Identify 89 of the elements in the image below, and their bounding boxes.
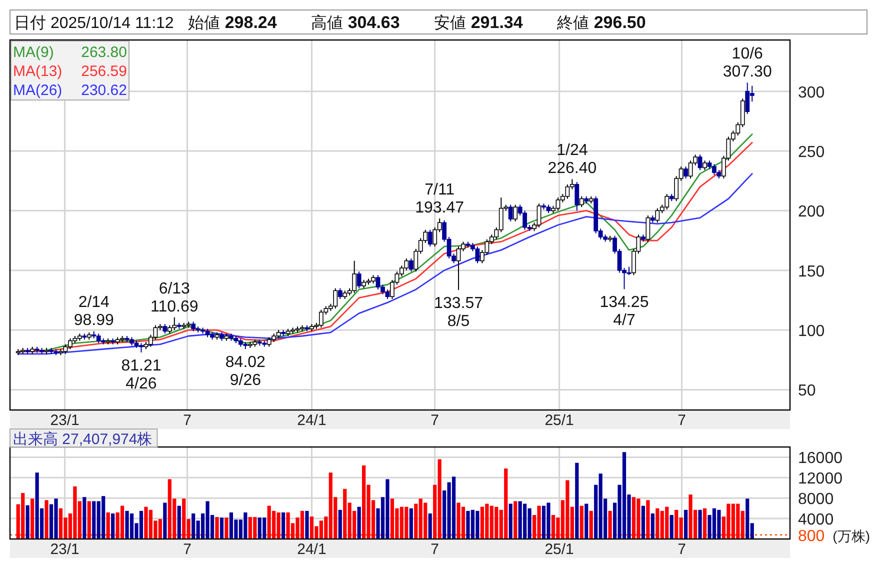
ref-line-label: 800 bbox=[798, 528, 825, 545]
annotation: 133.57 8/5 bbox=[434, 294, 484, 330]
annotation: 10/6 307.30 bbox=[722, 46, 772, 81]
text: 安値 291.34 bbox=[434, 13, 524, 32]
candlestick bbox=[574, 182, 580, 212]
bar bbox=[670, 514, 674, 539]
bar bbox=[575, 462, 579, 539]
x-tick-label: 7 bbox=[678, 412, 686, 429]
chart-title: 日付 2025/10/14 11:12 bbox=[14, 15, 174, 32]
y-tick-label: 150 bbox=[798, 263, 825, 280]
candlestick bbox=[698, 154, 702, 171]
bar bbox=[650, 513, 654, 539]
y-tick-label: 50 bbox=[798, 382, 816, 400]
y-tick-label: 4000 bbox=[798, 512, 834, 529]
candlestick bbox=[162, 324, 168, 334]
candlestick bbox=[356, 271, 362, 289]
y-axis-title: (万株) bbox=[832, 528, 870, 544]
bar bbox=[580, 506, 584, 539]
bar bbox=[111, 513, 115, 539]
bar bbox=[357, 506, 361, 539]
x-tick-label: 24/1 bbox=[297, 412, 326, 429]
candlestick bbox=[684, 166, 688, 179]
bar bbox=[106, 512, 110, 539]
bar bbox=[305, 510, 309, 539]
y-tick-label: 8000 bbox=[798, 491, 834, 508]
x-tick-label: 23/1 bbox=[50, 541, 80, 558]
bar bbox=[177, 506, 181, 539]
bar bbox=[26, 505, 30, 539]
x-tick-label: 7 bbox=[183, 412, 192, 429]
line-series bbox=[17, 172, 753, 355]
candlestick bbox=[646, 214, 650, 242]
bar bbox=[684, 510, 688, 539]
text: MA(13) 256.59 bbox=[13, 63, 127, 80]
annotation: 6/13 110.69 bbox=[150, 280, 198, 316]
bar bbox=[229, 512, 234, 539]
y-tick-label: 100 bbox=[798, 323, 825, 340]
y-tick-label: 300 bbox=[798, 84, 825, 102]
annotation: 84.02 9/26 bbox=[225, 354, 266, 390]
bar bbox=[702, 508, 707, 539]
bar bbox=[82, 497, 86, 539]
bar bbox=[584, 504, 588, 539]
text: 終値 296.50 bbox=[556, 13, 646, 32]
candlestick bbox=[408, 258, 414, 272]
x-tick-label: 7 bbox=[678, 541, 686, 558]
x-tick-label: 7 bbox=[183, 541, 192, 558]
x-tick-label: 23/1 bbox=[50, 412, 80, 429]
text: 始値 298.24 bbox=[188, 13, 278, 32]
bar bbox=[646, 500, 650, 539]
x-tick-label: 25/1 bbox=[544, 541, 574, 558]
bar bbox=[44, 500, 48, 539]
bar bbox=[215, 517, 219, 539]
bar bbox=[338, 510, 342, 539]
x-tick-label: 25/1 bbox=[544, 412, 574, 429]
bar bbox=[409, 508, 413, 539]
candlestick bbox=[579, 196, 584, 208]
bar bbox=[87, 501, 91, 539]
bar bbox=[698, 510, 702, 539]
bar bbox=[514, 501, 518, 539]
bar bbox=[220, 518, 224, 539]
annotation: 1/24 226.40 bbox=[548, 142, 597, 178]
bar bbox=[163, 502, 167, 539]
annotation: 134.25 4/7 bbox=[600, 294, 649, 330]
bar bbox=[608, 510, 612, 539]
bar bbox=[224, 518, 228, 539]
x-tick-label: 7 bbox=[430, 412, 440, 429]
bar bbox=[589, 510, 593, 539]
annotation: 7/11 193.47 bbox=[415, 181, 464, 216]
y-tick-label: 200 bbox=[798, 204, 825, 221]
y-tick-label: 12000 bbox=[798, 470, 843, 488]
candlestick bbox=[338, 288, 342, 300]
bar bbox=[30, 498, 34, 539]
candlestick bbox=[428, 229, 432, 247]
text: MA(26) 230.62 bbox=[13, 82, 127, 99]
y-tick-label: 250 bbox=[798, 144, 825, 161]
candlestick bbox=[508, 204, 513, 222]
y-tick-label: 16000 bbox=[798, 450, 843, 468]
bar bbox=[282, 512, 286, 539]
candlestick bbox=[702, 160, 707, 171]
x-tick-label: 24/1 bbox=[297, 541, 326, 558]
bar bbox=[428, 513, 432, 539]
bar bbox=[508, 504, 512, 539]
bar bbox=[641, 506, 645, 539]
text: MA(9) 263.80 bbox=[13, 44, 127, 61]
chart-title: 出来高 27,407,974株 bbox=[13, 431, 152, 448]
candlestick bbox=[513, 204, 518, 222]
text: 高値 304.63 bbox=[310, 13, 400, 32]
annotation: 2/14 98.99 bbox=[74, 294, 114, 330]
x-tick-label: 7 bbox=[430, 541, 440, 558]
annotation: 81.21 4/26 bbox=[121, 357, 162, 392]
